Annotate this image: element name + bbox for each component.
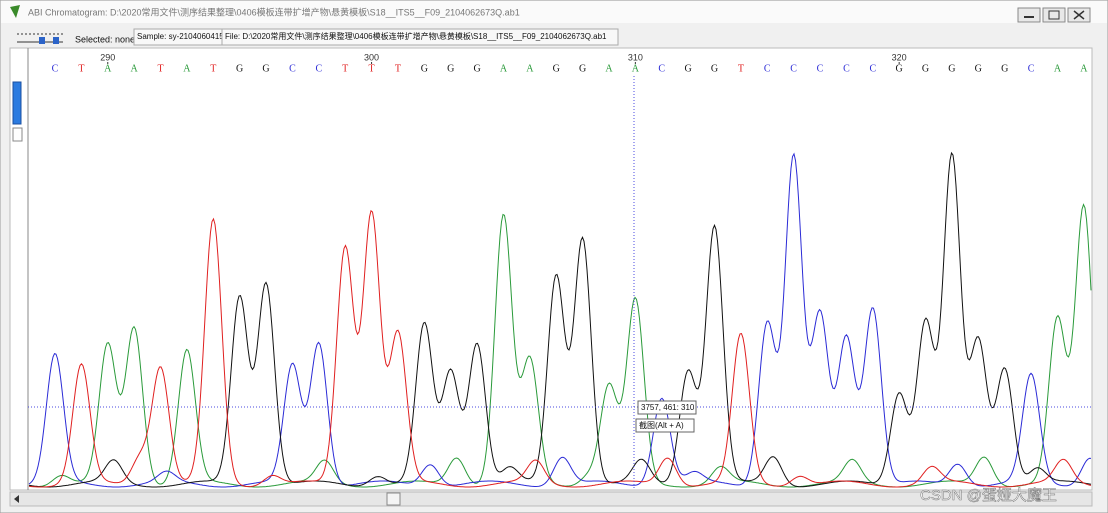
base-call: A bbox=[526, 63, 534, 74]
zoom-slider[interactable] bbox=[17, 33, 63, 44]
base-call: G bbox=[711, 63, 718, 74]
tooltip-hint: 截图(Alt + A) bbox=[639, 420, 684, 430]
base-call: T bbox=[78, 63, 84, 74]
base-call: T bbox=[395, 63, 401, 74]
base-call: C bbox=[869, 63, 876, 74]
base-call: G bbox=[1001, 63, 1008, 74]
base-call: C bbox=[1028, 63, 1035, 74]
scroll-left-arrow[interactable] bbox=[14, 495, 19, 503]
base-call: C bbox=[817, 63, 824, 74]
close-icon bbox=[1073, 10, 1085, 20]
base-call: G bbox=[553, 63, 560, 74]
base-call: T bbox=[210, 63, 216, 74]
base-call: C bbox=[764, 63, 771, 74]
base-call: C bbox=[790, 63, 797, 74]
hint-box bbox=[635, 418, 695, 433]
tooltip-coords: 3757, 461: 310 bbox=[641, 403, 695, 412]
base-call: C bbox=[289, 63, 296, 74]
base-call: G bbox=[421, 63, 428, 74]
base-call: G bbox=[236, 63, 243, 74]
trace bbox=[28, 152, 1092, 488]
traces bbox=[28, 151, 1092, 488]
toolbar: Selected: none Sample: sy-2104060415 Fil… bbox=[17, 28, 619, 46]
scroll-track[interactable] bbox=[9, 491, 1093, 507]
position-label: 290 bbox=[100, 52, 115, 62]
base-call: G bbox=[685, 63, 692, 74]
trace-panel bbox=[9, 47, 1093, 491]
base-call: A bbox=[104, 63, 112, 74]
sample-label: Sample: sy-2104060415 bbox=[137, 32, 224, 41]
base-call: G bbox=[473, 63, 480, 74]
base-call: C bbox=[315, 63, 322, 74]
base-call: C bbox=[658, 63, 665, 74]
base-call: G bbox=[447, 63, 454, 74]
base-call: T bbox=[157, 63, 163, 74]
vertical-zoom-bar[interactable] bbox=[12, 81, 22, 125]
watermark: CSDN @蛋娅大魔王 bbox=[920, 487, 1057, 504]
selected-label: Selected: none bbox=[75, 34, 135, 44]
base-call: T bbox=[342, 63, 348, 74]
window-controls bbox=[1017, 7, 1091, 23]
base-call: A bbox=[183, 63, 191, 74]
base-call: A bbox=[1080, 63, 1088, 74]
file-box bbox=[221, 28, 619, 46]
maximize-button[interactable] bbox=[1042, 7, 1066, 23]
base-call: A bbox=[131, 63, 139, 74]
base-call: A bbox=[500, 63, 508, 74]
slider-thumb bbox=[39, 37, 45, 44]
base-call: G bbox=[579, 63, 586, 74]
app-icon bbox=[10, 5, 20, 18]
trace bbox=[28, 209, 1092, 488]
base-call: A bbox=[1054, 63, 1062, 74]
base-call: G bbox=[262, 63, 269, 74]
window-title: ABI Chromatogram: D:\2020常用文件\测序结果整理\040… bbox=[28, 6, 520, 17]
minimize-button[interactable] bbox=[1017, 7, 1041, 23]
maximize-icon bbox=[1048, 10, 1060, 20]
position-label: 320 bbox=[892, 52, 907, 62]
vertical-zoom-box[interactable] bbox=[12, 127, 23, 142]
base-call: C bbox=[52, 63, 59, 74]
base-call: A bbox=[632, 63, 640, 74]
base-call: G bbox=[922, 63, 929, 74]
base-call: G bbox=[948, 63, 955, 74]
tooltip-box bbox=[637, 400, 697, 415]
base-call: A bbox=[605, 63, 613, 74]
title-bar bbox=[1, 1, 1107, 23]
scrollbar bbox=[9, 491, 1093, 507]
base-call: T bbox=[369, 63, 375, 74]
file-label: File: D:\2020常用文件\测序结果整理\0406模板连带扩增产物\悬黄… bbox=[225, 31, 607, 41]
position-label: 300 bbox=[364, 52, 379, 62]
slider-thumb bbox=[53, 37, 59, 44]
base-call: G bbox=[896, 63, 903, 74]
base-call: T bbox=[738, 63, 744, 74]
trace bbox=[28, 151, 1092, 488]
scroll-thumb[interactable] bbox=[386, 492, 401, 506]
base-call: C bbox=[843, 63, 850, 74]
base-call: G bbox=[975, 63, 982, 74]
position-label: 310 bbox=[628, 52, 643, 62]
